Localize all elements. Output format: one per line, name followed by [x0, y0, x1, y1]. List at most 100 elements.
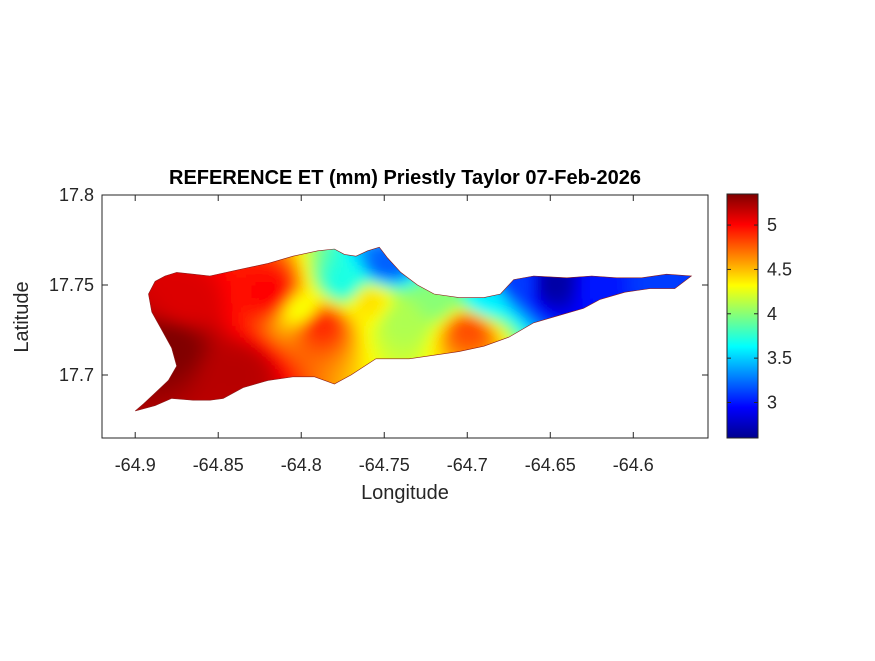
- et-cell: [471, 280, 477, 286]
- et-cell: [292, 357, 298, 363]
- et-cell: [396, 298, 402, 304]
- et-cell: [633, 334, 639, 340]
- et-cell: [342, 267, 348, 273]
- et-cell: [504, 276, 510, 282]
- et-cell: [243, 249, 248, 255]
- et-cell: [608, 312, 614, 318]
- et-cell: [151, 321, 157, 327]
- et-cell: [488, 307, 493, 313]
- et-cell: [214, 339, 219, 345]
- et-cell: [413, 240, 418, 245]
- et-cell: [334, 325, 340, 331]
- et-cell: [459, 321, 464, 327]
- et-cell: [396, 312, 402, 318]
- et-cell: [392, 316, 398, 322]
- et-cell: [189, 298, 194, 304]
- et-cell: [180, 307, 186, 313]
- et-cell: [471, 249, 477, 255]
- et-cell: [230, 298, 236, 304]
- et-cell: [542, 388, 547, 394]
- et-cell: [151, 352, 157, 358]
- et-cell: [425, 343, 431, 349]
- et-cell: [218, 416, 223, 421]
- et-cell: [247, 247, 253, 250]
- et-cell: [292, 247, 298, 250]
- et-cell: [272, 411, 277, 416]
- et-cell: [471, 276, 477, 282]
- et-cell: [209, 366, 215, 372]
- et-cell: [558, 298, 564, 304]
- et-cell: [409, 379, 414, 385]
- et-cell: [409, 384, 414, 390]
- et-cell: [330, 298, 336, 304]
- et-cell: [197, 388, 203, 394]
- et-cell: [629, 388, 634, 394]
- et-cell: [595, 321, 601, 327]
- et-cell: [595, 379, 601, 385]
- et-cell: [380, 267, 385, 273]
- et-cell: [230, 307, 236, 313]
- et-cell: [500, 361, 506, 367]
- et-cell: [633, 285, 639, 291]
- et-cell: [421, 316, 427, 322]
- et-cell: [533, 253, 539, 259]
- et-cell: [367, 406, 373, 411]
- et-cell: [334, 330, 340, 336]
- et-cell: [388, 247, 394, 250]
- et-cell: [392, 249, 398, 255]
- et-cell: [558, 312, 564, 318]
- et-cell: [429, 366, 435, 372]
- et-cell: [571, 285, 576, 291]
- et-cell: [367, 339, 373, 345]
- et-cell: [193, 416, 198, 421]
- et-cell: [417, 379, 423, 385]
- et-cell: [164, 325, 170, 331]
- et-cell: [620, 384, 626, 390]
- et-cell: [504, 267, 510, 273]
- et-cell: [147, 276, 153, 282]
- et-cell: [301, 240, 306, 245]
- et-cell: [396, 276, 402, 282]
- et-cell: [205, 379, 211, 385]
- et-cell: [218, 285, 223, 291]
- et-cell: [151, 370, 157, 376]
- et-cell: [135, 240, 140, 245]
- et-cell: [566, 258, 572, 264]
- et-cell: [616, 406, 622, 411]
- et-cell: [334, 285, 340, 291]
- et-cell: [467, 294, 473, 300]
- et-cell: [205, 312, 211, 318]
- et-cell: [185, 352, 190, 358]
- et-cell: [156, 280, 161, 286]
- et-cell: [504, 249, 510, 255]
- et-cell: [533, 397, 539, 403]
- et-cell: [463, 294, 468, 300]
- et-cell: [625, 375, 630, 381]
- et-cell: [201, 343, 207, 349]
- et-cell: [392, 379, 398, 385]
- et-cell: [371, 294, 377, 300]
- et-cell: [418, 416, 423, 421]
- et-cell: [575, 357, 580, 363]
- et-cell: [400, 375, 406, 381]
- et-cell: [616, 321, 622, 327]
- et-cell: [301, 393, 306, 399]
- et-cell: [620, 321, 626, 327]
- et-cell: [459, 406, 464, 411]
- et-cell: [305, 276, 311, 282]
- et-cell: [583, 285, 589, 291]
- et-cell: [471, 334, 477, 340]
- et-cell: [488, 334, 493, 340]
- et-cell: [201, 307, 207, 313]
- et-cell: [180, 312, 186, 318]
- et-cell: [235, 411, 240, 416]
- et-cell: [496, 271, 502, 277]
- et-cell: [297, 397, 302, 403]
- et-cell: [127, 245, 132, 250]
- et-cell: [396, 384, 402, 390]
- et-cell: [280, 289, 286, 295]
- et-cell: [234, 307, 240, 313]
- et-cell: [641, 312, 647, 318]
- et-cell: [280, 267, 286, 273]
- et-cell: [313, 303, 319, 309]
